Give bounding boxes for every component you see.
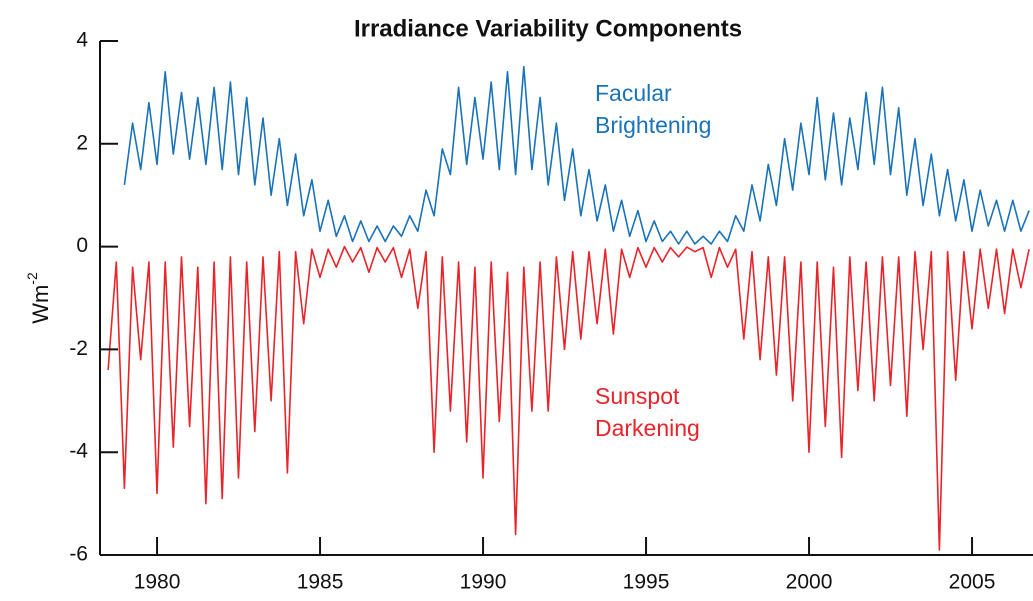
annotation: Darkening	[595, 415, 700, 441]
series-line	[123, 65, 1030, 245]
y-tick-label: 0	[76, 234, 88, 257]
y-tick-label: 4	[76, 29, 88, 52]
y-axis-label-base: Wm	[28, 285, 53, 324]
series-line	[107, 245, 1030, 551]
y-tick-label: -4	[69, 440, 88, 463]
axes: 4 2 0 -2 -4 -6 1980 1985 1990 1995 2000 2005	[69, 29, 1033, 594]
x-tick-label: 1985	[297, 571, 344, 594]
x-tick-label: 1990	[460, 571, 507, 594]
x-tick-label: 1995	[623, 571, 670, 594]
y-tick-label: 2	[76, 131, 88, 154]
annotation: Brightening	[595, 112, 711, 138]
x-tick-label: 1980	[134, 571, 181, 594]
chart-title: Irradiance Variability Components	[354, 15, 742, 42]
y-tick-label: -6	[69, 543, 88, 566]
annotation: Sunspot	[595, 383, 680, 409]
y-axis-label-sup: -2	[24, 272, 40, 285]
x-tick-label: 2005	[949, 571, 996, 594]
y-axis-label: Wm-2	[24, 272, 53, 324]
y-tick-label: -2	[69, 337, 88, 360]
plot-area	[107, 65, 1030, 551]
x-tick-label: 2000	[786, 571, 833, 594]
annotation: Facular	[595, 80, 672, 106]
